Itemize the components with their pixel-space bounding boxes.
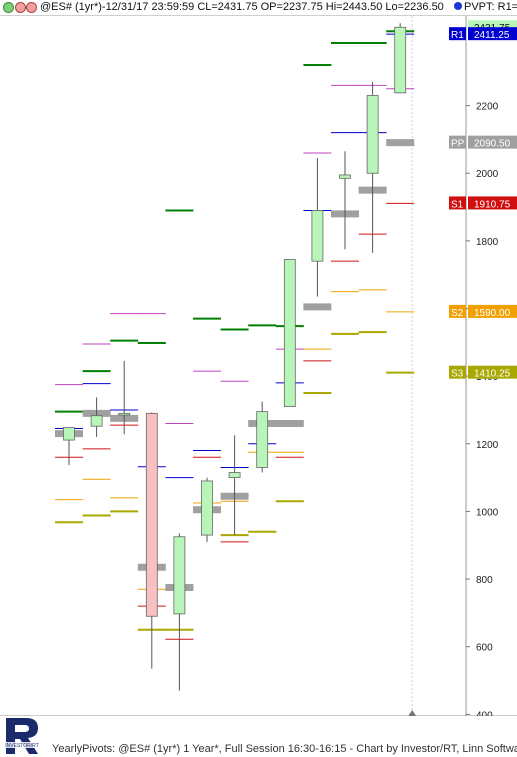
y-tick-label: 2000 <box>476 169 499 180</box>
level-value-s1: 1910.75 <box>474 199 511 210</box>
candle-body[interactable] <box>339 174 351 179</box>
y-tick-label: 1200 <box>476 440 499 451</box>
current-bar-marker-icon <box>408 710 417 716</box>
candle-body[interactable] <box>311 210 324 262</box>
candle-body[interactable] <box>118 412 131 416</box>
investor-rt-logo-icon: INVESTOR/RT <box>5 718 39 754</box>
level-name-r1: R1 <box>451 30 464 41</box>
level-name-s3: S3 <box>451 369 464 380</box>
y-tick-label: 600 <box>476 643 493 654</box>
level-value-badge-pp <box>468 135 517 149</box>
candle-body[interactable] <box>201 480 213 536</box>
y-tick-label: 800 <box>476 575 493 586</box>
y-tick-label: 1800 <box>476 237 499 248</box>
level-name-s1: S1 <box>451 199 464 210</box>
y-tick-label: 2200 <box>476 102 499 113</box>
level-value-badge-r1 <box>468 27 517 41</box>
candle-body[interactable] <box>256 411 269 468</box>
candle-body[interactable] <box>173 536 186 615</box>
footer-label: YearlyPivots: @ES# (1yr*) 1 Year*, Full … <box>52 743 517 755</box>
candle-body[interactable] <box>228 472 241 478</box>
chart-title: @ES# (1yr*)-12/31/17 23:59:59 CL=2431.75… <box>40 1 444 13</box>
level-tag-s2 <box>449 304 466 318</box>
title-bar: @ES# (1yr*)-12/31/17 23:59:59 CL=2431.75… <box>0 0 517 16</box>
level-name-s2: S2 <box>451 308 464 319</box>
level-value-badge-s1 <box>468 196 517 210</box>
level-tag-r1 <box>449 27 466 41</box>
candle-body[interactable] <box>63 427 75 441</box>
candle-body[interactable] <box>90 415 103 427</box>
svg-text:INVESTOR/RT: INVESTOR/RT <box>5 743 38 749</box>
candle-body[interactable] <box>394 26 407 94</box>
level-tag-pp <box>449 135 466 149</box>
level-value-badge-s2 <box>468 304 517 318</box>
pvpt-indicator-icon <box>454 2 462 10</box>
level-tag-s1 <box>449 196 466 210</box>
status-red-icon[interactable] <box>15 2 26 13</box>
level-value-r1: 2411.25 <box>474 30 510 41</box>
y-tick-label: 1000 <box>476 507 499 518</box>
level-value-s2: 1590.00 <box>474 308 511 319</box>
level-value-badge-s3 <box>468 365 517 379</box>
y-tick-label: 400 <box>476 710 493 721</box>
candle-body[interactable] <box>283 259 296 407</box>
level-value-s3: 1410.25 <box>474 369 511 380</box>
footer <box>0 716 517 757</box>
candle-body[interactable] <box>366 95 379 174</box>
status-green-icon[interactable] <box>3 2 14 13</box>
candle-body[interactable] <box>145 412 158 617</box>
status-red-icon-2[interactable] <box>26 2 37 13</box>
pvpt-label: PVPT: R1= <box>464 1 517 13</box>
level-tag-s3 <box>449 365 466 379</box>
level-name-pp: PP <box>451 139 465 150</box>
level-value-pp: 2090.50 <box>474 139 511 150</box>
